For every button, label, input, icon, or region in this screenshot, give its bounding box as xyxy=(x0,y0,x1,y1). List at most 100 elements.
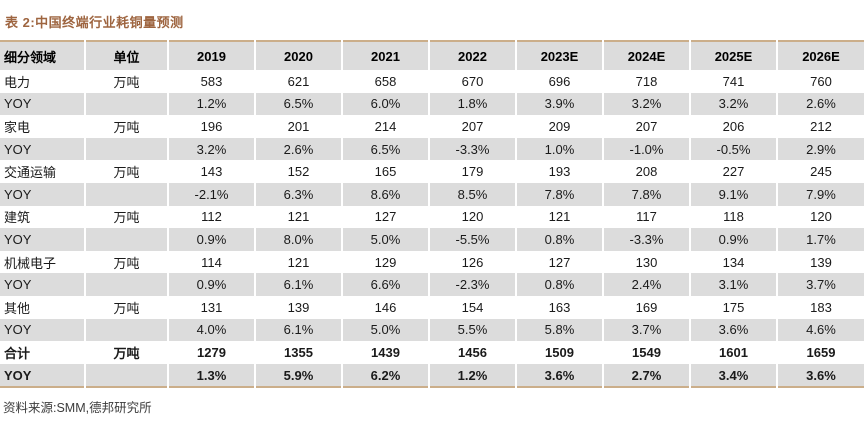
value-cell: 760 xyxy=(776,70,864,93)
value-cell: 127 xyxy=(341,205,429,229)
value-cell: 718 xyxy=(602,70,690,93)
table-row: 家电 万吨 196 201 214 207 209 207 206 212 xyxy=(0,115,864,138)
header-cell-7: 2024E xyxy=(602,41,690,70)
row-label-cell: YOY xyxy=(0,182,85,206)
unit-cell xyxy=(84,92,168,116)
unit-cell xyxy=(84,273,168,296)
value-cell: 134 xyxy=(689,250,777,274)
value-cell: 3.9% xyxy=(515,92,603,116)
value-cell: 163 xyxy=(515,295,603,319)
value-cell: 196 xyxy=(167,115,255,138)
table-row: 其他 万吨 131 139 146 154 163 169 175 183 xyxy=(0,295,864,319)
value-cell: 6.3% xyxy=(254,182,342,206)
value-cell: 3.6% xyxy=(776,363,864,388)
unit-cell: 万吨 xyxy=(84,115,168,138)
value-cell: 1.3% xyxy=(167,363,255,388)
value-cell: 1549 xyxy=(602,341,690,364)
header-cell-9: 2026E xyxy=(776,41,864,70)
unit-cell xyxy=(84,182,168,206)
row-label-cell: YOY xyxy=(0,363,85,388)
table-row: 机械电子 万吨 114 121 129 126 127 130 134 139 xyxy=(0,250,864,274)
value-cell: 169 xyxy=(602,295,690,319)
value-cell: 6.6% xyxy=(341,273,429,296)
header-cell-5: 2022 xyxy=(428,41,516,70)
value-cell: 0.9% xyxy=(689,228,777,251)
value-cell: 0.8% xyxy=(515,228,603,251)
unit-cell: 万吨 xyxy=(84,341,168,364)
value-cell: 6.1% xyxy=(254,273,342,296)
value-cell: 120 xyxy=(776,205,864,229)
value-cell: 9.1% xyxy=(689,182,777,206)
header-cell-6: 2023E xyxy=(515,41,603,70)
table-row: YOY 1.3% 5.9% 6.2% 1.2% 3.6% 2.7% 3.4% 3.6% xyxy=(0,363,864,388)
row-label-cell: 家电 xyxy=(0,115,85,138)
value-cell: 129 xyxy=(341,250,429,274)
value-cell: 183 xyxy=(776,295,864,319)
row-label-cell: 其他 xyxy=(0,295,85,319)
table-row: 电力 万吨 583 621 658 670 696 718 741 760 xyxy=(0,70,864,93)
value-cell: 7.8% xyxy=(602,182,690,206)
value-cell: 154 xyxy=(428,295,516,319)
value-cell: 5.9% xyxy=(254,363,342,388)
value-cell: 1355 xyxy=(254,341,342,364)
value-cell: 1.0% xyxy=(515,137,603,161)
value-cell: 7.8% xyxy=(515,182,603,206)
value-cell: 3.6% xyxy=(515,363,603,388)
unit-cell: 万吨 xyxy=(84,70,168,93)
unit-cell: 万吨 xyxy=(84,160,168,183)
value-cell: 0.9% xyxy=(167,273,255,296)
value-cell: 7.9% xyxy=(776,182,864,206)
value-cell: 1279 xyxy=(167,341,255,364)
value-cell: -3.3% xyxy=(602,228,690,251)
value-cell: 1456 xyxy=(428,341,516,364)
value-cell: 0.8% xyxy=(515,273,603,296)
value-cell: 1509 xyxy=(515,341,603,364)
value-cell: 6.2% xyxy=(341,363,429,388)
value-cell: -3.3% xyxy=(428,137,516,161)
header-cell-4: 2021 xyxy=(341,41,429,70)
value-cell: 127 xyxy=(515,250,603,274)
row-label-cell: YOY xyxy=(0,92,85,116)
row-label-cell: 机械电子 xyxy=(0,250,85,274)
value-cell: 120 xyxy=(428,205,516,229)
value-cell: 3.7% xyxy=(776,273,864,296)
value-cell: 139 xyxy=(776,250,864,274)
value-cell: -0.5% xyxy=(689,137,777,161)
value-cell: 8.6% xyxy=(341,182,429,206)
unit-cell: 万吨 xyxy=(84,250,168,274)
value-cell: 118 xyxy=(689,205,777,229)
value-cell: 5.8% xyxy=(515,318,603,342)
value-cell: 3.6% xyxy=(689,318,777,342)
row-label-cell: 建筑 xyxy=(0,205,85,229)
value-cell: 1439 xyxy=(341,341,429,364)
header-cell-8: 2025E xyxy=(689,41,777,70)
value-cell: 193 xyxy=(515,160,603,183)
table-row: 合计 万吨 1279 1355 1439 1456 1509 1549 1601 1659 xyxy=(0,341,864,364)
value-cell: 6.1% xyxy=(254,318,342,342)
table-row: 建筑 万吨 112 121 127 120 121 117 118 120 xyxy=(0,205,864,229)
value-cell: 209 xyxy=(515,115,603,138)
value-cell: 121 xyxy=(515,205,603,229)
value-cell: 1659 xyxy=(776,341,864,364)
value-cell: 1601 xyxy=(689,341,777,364)
table-row: YOY -2.1% 6.3% 8.6% 8.5% 7.8% 7.8% 9.1% 7.9% xyxy=(0,182,864,206)
value-cell: 165 xyxy=(341,160,429,183)
value-cell: 152 xyxy=(254,160,342,183)
unit-cell xyxy=(84,318,168,342)
value-cell: 207 xyxy=(428,115,516,138)
value-cell: 179 xyxy=(428,160,516,183)
value-cell: 2.9% xyxy=(776,137,864,161)
value-cell: 696 xyxy=(515,70,603,93)
value-cell: 175 xyxy=(689,295,777,319)
value-cell: -2.3% xyxy=(428,273,516,296)
value-cell: 208 xyxy=(602,160,690,183)
value-cell: 6.5% xyxy=(341,137,429,161)
value-cell: 741 xyxy=(689,70,777,93)
value-cell: 117 xyxy=(602,205,690,229)
unit-cell xyxy=(84,363,168,388)
header-cell-2: 2019 xyxy=(167,41,255,70)
value-cell: 227 xyxy=(689,160,777,183)
value-cell: 2.7% xyxy=(602,363,690,388)
value-cell: 5.0% xyxy=(341,318,429,342)
